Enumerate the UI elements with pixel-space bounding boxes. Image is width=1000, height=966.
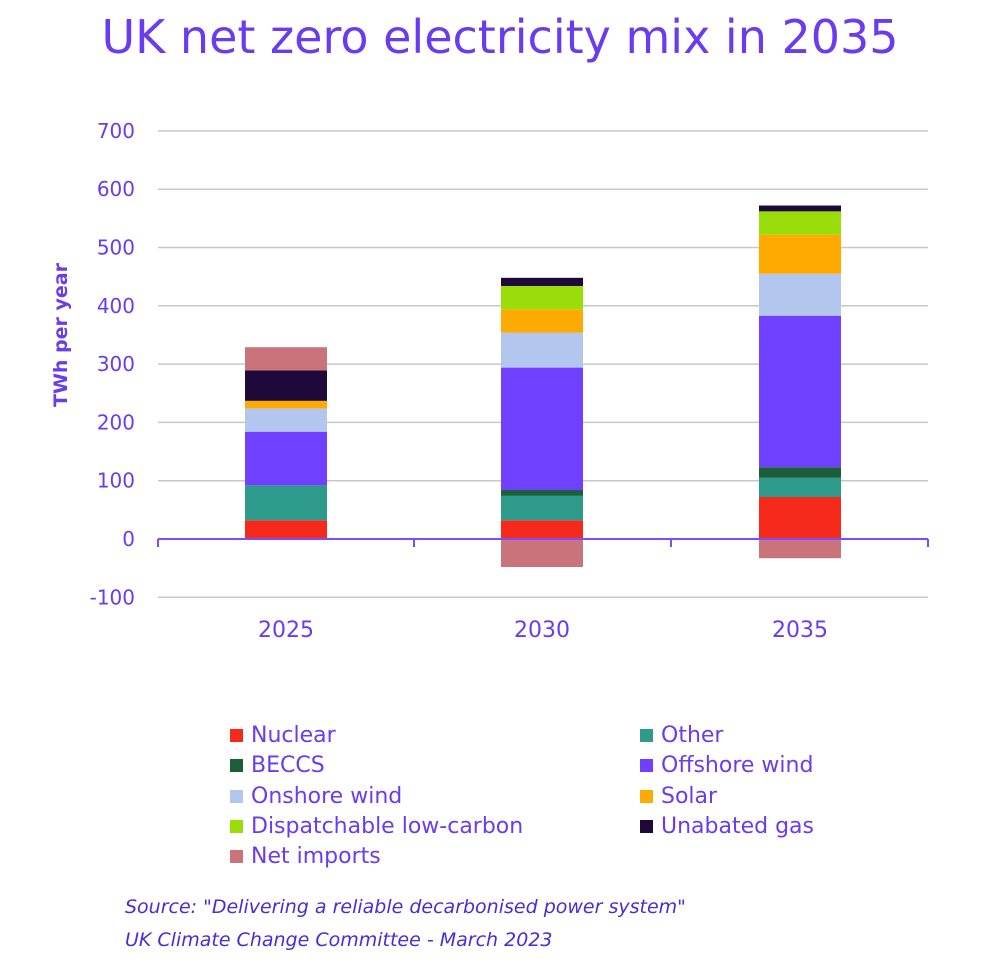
legend-label: Dispatchable low-carbon (251, 814, 524, 839)
bar-segment-nuclear-2035 (759, 497, 841, 539)
bar-segment-net-imports-2035 (759, 539, 841, 559)
y-tick-label: 700 (97, 119, 135, 143)
legend-item: Nuclear (230, 723, 336, 748)
y-tick-label: 300 (97, 352, 135, 376)
source-line-1: Source: "Delivering a reliable decarboni… (125, 896, 686, 918)
bar-segment-offshore-wind-2035 (759, 315, 841, 468)
y-tick-label: 400 (97, 294, 135, 318)
y-axis-ticks: 700 600 500 400 300 200 100 0 -100 (90, 119, 135, 609)
bar-segment-onshore-wind-2025 (245, 408, 327, 432)
legend-swatch (230, 850, 243, 863)
bar-segment-nuclear-2025 (245, 520, 327, 539)
y-tick-label: 600 (97, 177, 135, 201)
bar-segment-offshore-wind-2030 (501, 367, 583, 491)
bar-segment-dispatchable-low-carbon-2035 (759, 211, 841, 235)
legend-label: Offshore wind (661, 753, 814, 778)
bar-segment-dispatchable-low-carbon-2030 (501, 285, 583, 310)
legend-item: Onshore wind (230, 784, 402, 809)
legend-item: Offshore wind (640, 753, 813, 778)
x-tick-label: 2030 (514, 618, 570, 643)
legend-label: Other (661, 723, 724, 748)
source-line-2: UK Climate Change Committee - March 2023 (125, 929, 553, 951)
bar-segment-onshore-wind-2035 (759, 273, 841, 316)
x-tick-label: 2025 (258, 618, 314, 643)
y-tick-label: 100 (97, 469, 135, 493)
x-tick-label: 2035 (772, 618, 828, 643)
bar-segment-other-2035 (759, 477, 841, 498)
legend-item: Other (640, 723, 723, 748)
legend-item: Dispatchable low-carbon (230, 814, 523, 839)
legend-label: Nuclear (251, 723, 336, 748)
legend-item: Net imports (230, 844, 381, 869)
y-axis-label: TWh per year (50, 262, 72, 407)
legend-label: Onshore wind (251, 784, 403, 809)
x-axis (157, 538, 929, 547)
legend-item: Solar (640, 784, 717, 809)
bar-segment-solar-2035 (759, 234, 841, 274)
legend-label: Unabated gas (661, 814, 815, 839)
bar-segment-unabated-gas-2035 (759, 205, 841, 212)
legend-label: Solar (661, 784, 718, 809)
bar-segment-beccs-2030 (501, 490, 583, 496)
legend-swatch (640, 820, 653, 833)
bar-segment-net-imports-2025 (245, 347, 327, 371)
x-axis-ticks: 2025 2030 2035 (258, 618, 828, 643)
y-tick-label: 0 (122, 527, 135, 551)
bars (245, 205, 841, 567)
bar-segment-other-2025 (245, 485, 327, 521)
legend-item: Unabated gas (640, 814, 814, 839)
legend-swatch (230, 790, 243, 803)
legend-swatch (230, 759, 243, 772)
y-tick-label: 500 (97, 236, 135, 260)
legend-label: BECCS (251, 753, 325, 778)
y-tick-label: 200 (97, 410, 135, 434)
bar-segment-net-imports-2030 (501, 539, 583, 567)
legend-swatch (640, 729, 653, 742)
legend-swatch (640, 790, 653, 803)
bar-segment-solar-2025 (245, 400, 327, 409)
legend-swatch (230, 729, 243, 742)
bar-segment-unabated-gas-2025 (245, 370, 327, 401)
bar-segment-unabated-gas-2030 (501, 277, 583, 286)
bar-segment-beccs-2035 (759, 467, 841, 478)
legend-label: Net imports (251, 844, 381, 869)
bar-segment-offshore-wind-2025 (245, 431, 327, 486)
legend-swatch (640, 759, 653, 772)
bar-segment-solar-2030 (501, 309, 583, 333)
legend-item: BECCS (230, 753, 325, 778)
y-tick-label: -100 (90, 585, 135, 609)
legend-swatch (230, 820, 243, 833)
chart-title: UK net zero electricity mix in 2035 (101, 10, 899, 64)
bar-segment-other-2030 (501, 495, 583, 521)
bar-segment-nuclear-2030 (501, 520, 583, 539)
bar-segment-onshore-wind-2030 (501, 332, 583, 368)
